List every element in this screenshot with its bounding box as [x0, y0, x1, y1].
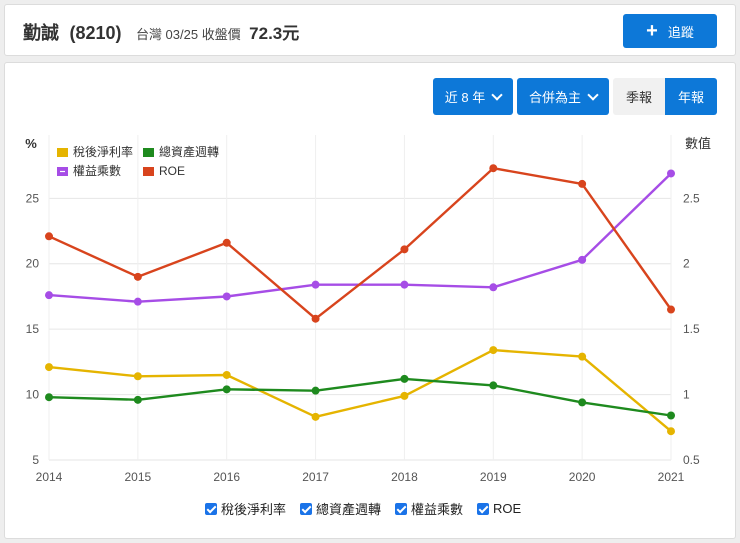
- data-point: [311, 314, 320, 323]
- data-point: [400, 374, 409, 383]
- data-point: [45, 232, 53, 241]
- legend-swatch: [143, 167, 154, 176]
- toggle-label: 權益乘數: [411, 502, 464, 517]
- right-axis-label: 數值: [685, 136, 711, 151]
- series-line: [48, 377, 672, 417]
- data-point: [311, 386, 320, 395]
- checkbox-icon[interactable]: [300, 502, 313, 515]
- x-tick-label: 2015: [125, 470, 152, 484]
- data-point: [667, 169, 675, 178]
- checkbox-icon[interactable]: [395, 502, 408, 515]
- legend-label: 權益乘數: [73, 164, 121, 178]
- data-point: [311, 280, 320, 289]
- header-bar: 勤誠 (8210) 台灣 03/25 收盤價 72.3元 + 追蹤: [4, 4, 736, 56]
- toggle-roe[interactable]: ROE: [477, 499, 521, 518]
- x-tick-label: 2019: [480, 470, 507, 484]
- legend-swatch: [143, 148, 154, 157]
- close-price: 72.3元: [249, 24, 300, 43]
- data-point: [489, 346, 498, 355]
- series-toggles: 稅後淨利率 總資產週轉 權益乘數 ROE: [205, 499, 521, 518]
- data-point: [667, 411, 675, 420]
- legend-label: ROE: [159, 164, 185, 178]
- data-point: [222, 370, 231, 379]
- data-point: [311, 412, 320, 421]
- left-axis-label: %: [25, 136, 37, 151]
- x-tick-label: 2016: [213, 470, 240, 484]
- data-point: [489, 283, 498, 292]
- x-tick-label: 2020: [569, 470, 596, 484]
- right-tick-label: 0.5: [683, 453, 700, 467]
- data-point: [45, 393, 53, 402]
- data-point: [222, 238, 231, 247]
- quarterly-toggle[interactable]: 季報: [613, 78, 665, 115]
- data-point: [400, 245, 409, 254]
- stock-title: 勤誠 (8210) 台灣 03/25 收盤價 72.3元: [23, 19, 299, 45]
- series-line: [48, 172, 672, 303]
- checkbox-icon[interactable]: [205, 502, 217, 515]
- data-point: [133, 297, 142, 306]
- mode-dropdown[interactable]: 合併為主: [517, 78, 609, 115]
- legend-label: 稅後淨利率: [73, 144, 133, 159]
- data-point: [45, 363, 53, 372]
- data-point: [133, 272, 142, 281]
- data-point: [133, 372, 142, 381]
- series-line: [48, 348, 672, 433]
- right-tick-label: 2.5: [683, 191, 700, 205]
- range-dropdown[interactable]: 近 8 年: [433, 78, 513, 115]
- chart-axes: 5 10 15 20 25 0.5 1 1.5 2 2.5 2014 2015 2016 2017 2018…: [25, 136, 711, 484]
- data-point: [222, 385, 231, 394]
- right-tick-label: 2: [683, 257, 690, 271]
- data-point: [578, 352, 587, 361]
- right-tick-label: 1: [683, 388, 690, 402]
- checkbox-icon[interactable]: [477, 502, 490, 515]
- toggle-label: 總資產週轉: [316, 502, 382, 517]
- toggle-label: 稅後淨利率: [221, 502, 287, 517]
- x-tick-label: 2018: [391, 470, 418, 484]
- data-point: [578, 179, 587, 188]
- data-point: [667, 305, 675, 314]
- range-label: 近 8 年: [444, 90, 486, 105]
- data-point: [667, 427, 675, 436]
- x-tick-label: 2017: [302, 470, 329, 484]
- price-meta: 台灣 03/25 收盤價: [135, 27, 241, 42]
- data-point: [489, 164, 498, 173]
- series-line: [48, 166, 672, 320]
- plus-icon: +: [646, 20, 658, 42]
- left-tick-label: 20: [26, 257, 40, 271]
- right-tick-label: 1.5: [683, 322, 700, 336]
- left-tick-label: 10: [26, 388, 40, 402]
- yearly-toggle[interactable]: 年報: [665, 78, 717, 115]
- toggle-net-margin[interactable]: 稅後淨利率: [205, 499, 286, 518]
- left-tick-label: 5: [32, 453, 39, 467]
- data-point: [400, 280, 409, 289]
- toggle-equity-multiplier[interactable]: 權益乘數: [395, 499, 463, 518]
- stock-name: 勤誠: [23, 23, 59, 43]
- track-button[interactable]: + 追蹤: [623, 14, 717, 48]
- mode-label: 合併為主: [528, 90, 581, 105]
- x-tick-label: 2021: [658, 470, 685, 484]
- data-point: [578, 255, 587, 264]
- stock-code: (8210): [69, 23, 122, 43]
- track-label: 追蹤: [667, 24, 694, 40]
- chart-panel: 近 8 年 合併為主 季報 年報 稅後淨利率 總資產週轉 權益乘數 ROE 5 10 15…: [4, 62, 736, 539]
- data-point: [400, 391, 409, 400]
- data-point: [45, 291, 53, 300]
- legend-label: 總資產週轉: [159, 144, 219, 159]
- data-point: [222, 292, 231, 301]
- x-tick-label: 2014: [36, 470, 63, 484]
- legend-swatch: [57, 148, 68, 157]
- toggle-label: ROE: [493, 501, 522, 516]
- left-tick-label: 15: [26, 322, 40, 336]
- data-point: [489, 381, 498, 390]
- data-point: [578, 398, 587, 407]
- left-tick-label: 25: [26, 191, 40, 205]
- toggle-asset-turnover[interactable]: 總資產週轉: [300, 499, 381, 518]
- data-point: [133, 395, 142, 404]
- chart-lines: [45, 164, 675, 436]
